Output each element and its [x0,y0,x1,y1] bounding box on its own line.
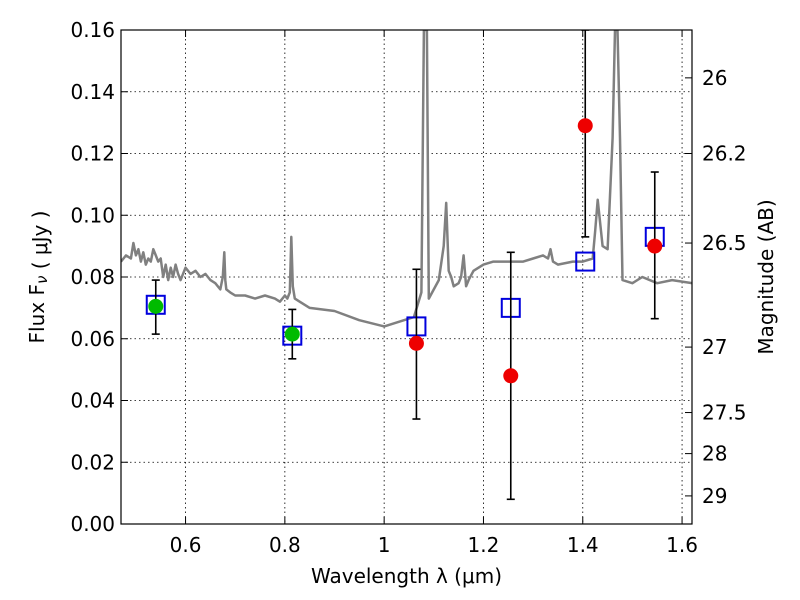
y2-tick-label: 27.5 [702,401,747,425]
y-tick-label: 0.12 [70,142,115,166]
y-axis-label-subscript: ν [33,276,51,284]
y-tick-label: 0.02 [70,450,115,474]
right-axis-label: Magnitude (AB) [754,199,778,354]
data-marks [145,30,665,501]
y2-tick-label: 26 [702,66,727,90]
x-tick-label: 1.6 [666,533,698,557]
y-tick-label: 0.14 [70,80,115,104]
y-tick-label: 0.16 [70,18,115,42]
y-axis-label-unit: ( μJy ) [28,211,52,276]
x-tick-label: 1.4 [567,533,599,557]
x-tick-label: 1 [378,533,391,557]
x-tick-label: 0.6 [170,533,202,557]
y-tick-label: 0.10 [70,203,115,227]
y-tick-label: 0.04 [70,389,115,413]
model-photometry-square [575,251,596,272]
y-axis-label-main: Flux F [25,284,49,343]
y-axis-label: Flux Fν ( μJy ) [25,211,52,344]
axis-ticks: 0.6 0.8 1 1.2 1.4 1.6 0.00 0.02 0.04 0.06 0.08 0.10… [70,18,746,557]
y-tick-label: 0.00 [70,512,115,536]
measured-point [408,335,424,351]
model-spectrum-line [121,30,692,328]
y2-tick-label: 27 [702,335,727,359]
y-tick-label: 0.06 [70,327,115,351]
y2-tick-label: 26.5 [702,231,747,255]
y2-tick-label: 29 [702,484,727,508]
y2-tick-label: 26.2 [702,142,747,166]
x-tick-label: 0.8 [269,533,301,557]
measured-point [148,298,164,314]
x-axis-label: Wavelength λ (μm) [311,564,502,588]
spectrum-layer [121,30,692,328]
y-tick-label: 0.08 [70,265,115,289]
measured-point [503,368,519,384]
y2-tick-label: 28 [702,442,727,466]
x-tick-label: 1.2 [468,533,500,557]
measured-point [284,326,300,342]
measured-point [647,238,663,254]
measured-point [577,118,593,134]
